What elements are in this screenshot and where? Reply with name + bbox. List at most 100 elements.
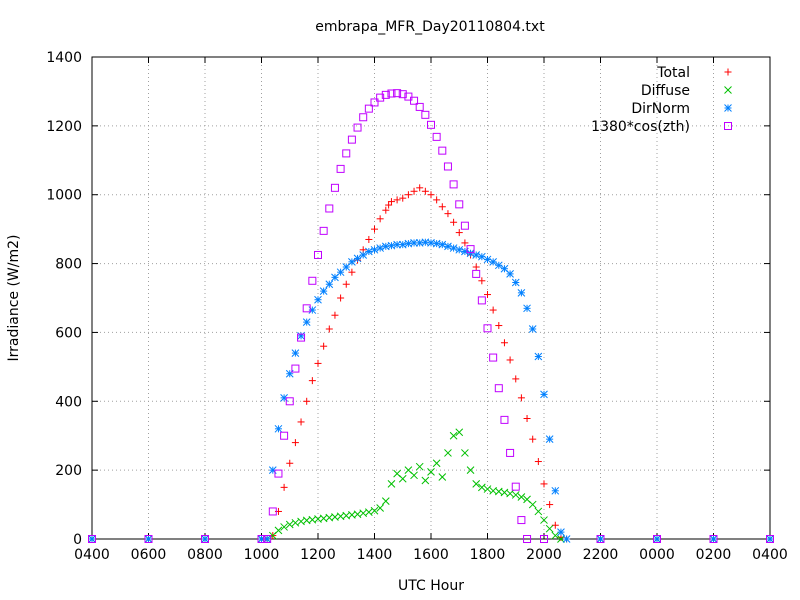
data-point xyxy=(314,359,322,367)
x-tick-label: 2200 xyxy=(583,547,619,563)
data-point xyxy=(512,375,520,383)
data-point xyxy=(455,200,464,209)
data-point xyxy=(280,483,288,491)
data-point xyxy=(449,244,458,252)
data-point xyxy=(348,268,356,276)
data-point xyxy=(438,146,447,155)
data-point xyxy=(523,415,531,422)
data-point xyxy=(466,249,475,258)
data-point xyxy=(427,191,435,199)
data-point xyxy=(387,89,396,98)
data-point xyxy=(398,90,407,99)
data-point xyxy=(517,288,526,297)
data-point xyxy=(534,352,543,361)
data-point xyxy=(342,280,350,288)
data-point xyxy=(263,535,272,543)
data-point xyxy=(365,235,373,243)
x-tick-label: 1800 xyxy=(470,547,506,563)
data-point xyxy=(523,304,531,313)
data-point xyxy=(320,342,328,350)
data-point xyxy=(455,229,463,237)
data-point xyxy=(766,535,774,543)
data-point xyxy=(438,203,446,211)
data-point xyxy=(291,439,299,447)
data-point xyxy=(382,206,390,214)
y-tick-label: 200 xyxy=(55,463,82,479)
data-point xyxy=(314,295,322,304)
legend-label: DirNorm xyxy=(631,101,690,117)
data-point xyxy=(303,397,311,405)
data-point xyxy=(653,535,661,543)
data-point xyxy=(460,221,469,230)
data-point xyxy=(528,500,537,509)
data-point xyxy=(596,535,605,543)
data-point xyxy=(353,123,362,132)
data-point xyxy=(455,245,464,254)
data-point xyxy=(562,535,571,543)
data-point xyxy=(302,304,311,313)
data-point xyxy=(348,257,356,266)
series-1380-cos-zth- xyxy=(88,89,774,543)
data-point xyxy=(302,318,311,326)
data-point xyxy=(274,424,283,433)
data-point xyxy=(257,535,266,543)
series-dirnorm xyxy=(88,238,774,543)
data-point xyxy=(337,294,345,302)
data-point xyxy=(421,110,430,119)
data-point xyxy=(427,468,435,476)
data-point xyxy=(201,535,209,543)
data-point xyxy=(364,104,373,113)
x-tick-label: 2000 xyxy=(526,547,562,563)
data-point xyxy=(88,535,96,543)
data-point xyxy=(551,486,560,495)
y-tick-label: 600 xyxy=(55,325,82,341)
data-point xyxy=(478,277,486,285)
legend-marker xyxy=(724,122,732,130)
data-point xyxy=(371,225,378,233)
data-point xyxy=(364,247,373,256)
data-point xyxy=(449,431,458,440)
data-point xyxy=(517,516,526,525)
data-point xyxy=(455,428,464,437)
data-point xyxy=(551,531,560,540)
data-point xyxy=(314,250,322,259)
data-point xyxy=(280,431,289,440)
y-tick-label: 0 xyxy=(73,532,82,548)
data-point xyxy=(393,196,401,204)
data-point xyxy=(540,535,548,543)
data-point xyxy=(416,184,424,192)
x-tick-label: 1400 xyxy=(357,547,393,563)
data-point xyxy=(427,120,435,129)
data-point xyxy=(557,528,565,536)
legend-label: 1380*cos(zth) xyxy=(591,119,690,135)
data-point xyxy=(280,523,288,531)
legend-label: Total xyxy=(656,65,690,81)
data-point xyxy=(410,471,418,480)
legend: Total Diffuse DirNorm 1380*cos(zth) xyxy=(591,65,732,135)
data-point xyxy=(404,92,413,101)
data-point xyxy=(709,535,718,543)
data-point xyxy=(709,535,718,543)
data-point xyxy=(517,394,525,402)
data-point xyxy=(484,291,491,299)
data-point xyxy=(506,270,514,278)
data-point xyxy=(540,480,548,488)
data-point xyxy=(274,469,283,478)
data-point xyxy=(387,480,396,488)
data-point xyxy=(432,132,441,141)
data-point xyxy=(546,501,554,509)
data-point xyxy=(450,218,458,226)
data-point xyxy=(381,497,390,505)
data-point xyxy=(540,390,548,399)
data-point xyxy=(364,508,373,516)
data-point xyxy=(489,353,498,362)
data-point xyxy=(325,204,334,213)
data-point xyxy=(511,278,520,287)
data-point xyxy=(444,449,452,457)
data-point xyxy=(766,535,774,543)
plot-frame xyxy=(91,56,771,540)
data-point xyxy=(506,448,515,457)
data-point xyxy=(325,280,334,289)
y-tick-label: 1400 xyxy=(46,50,82,66)
